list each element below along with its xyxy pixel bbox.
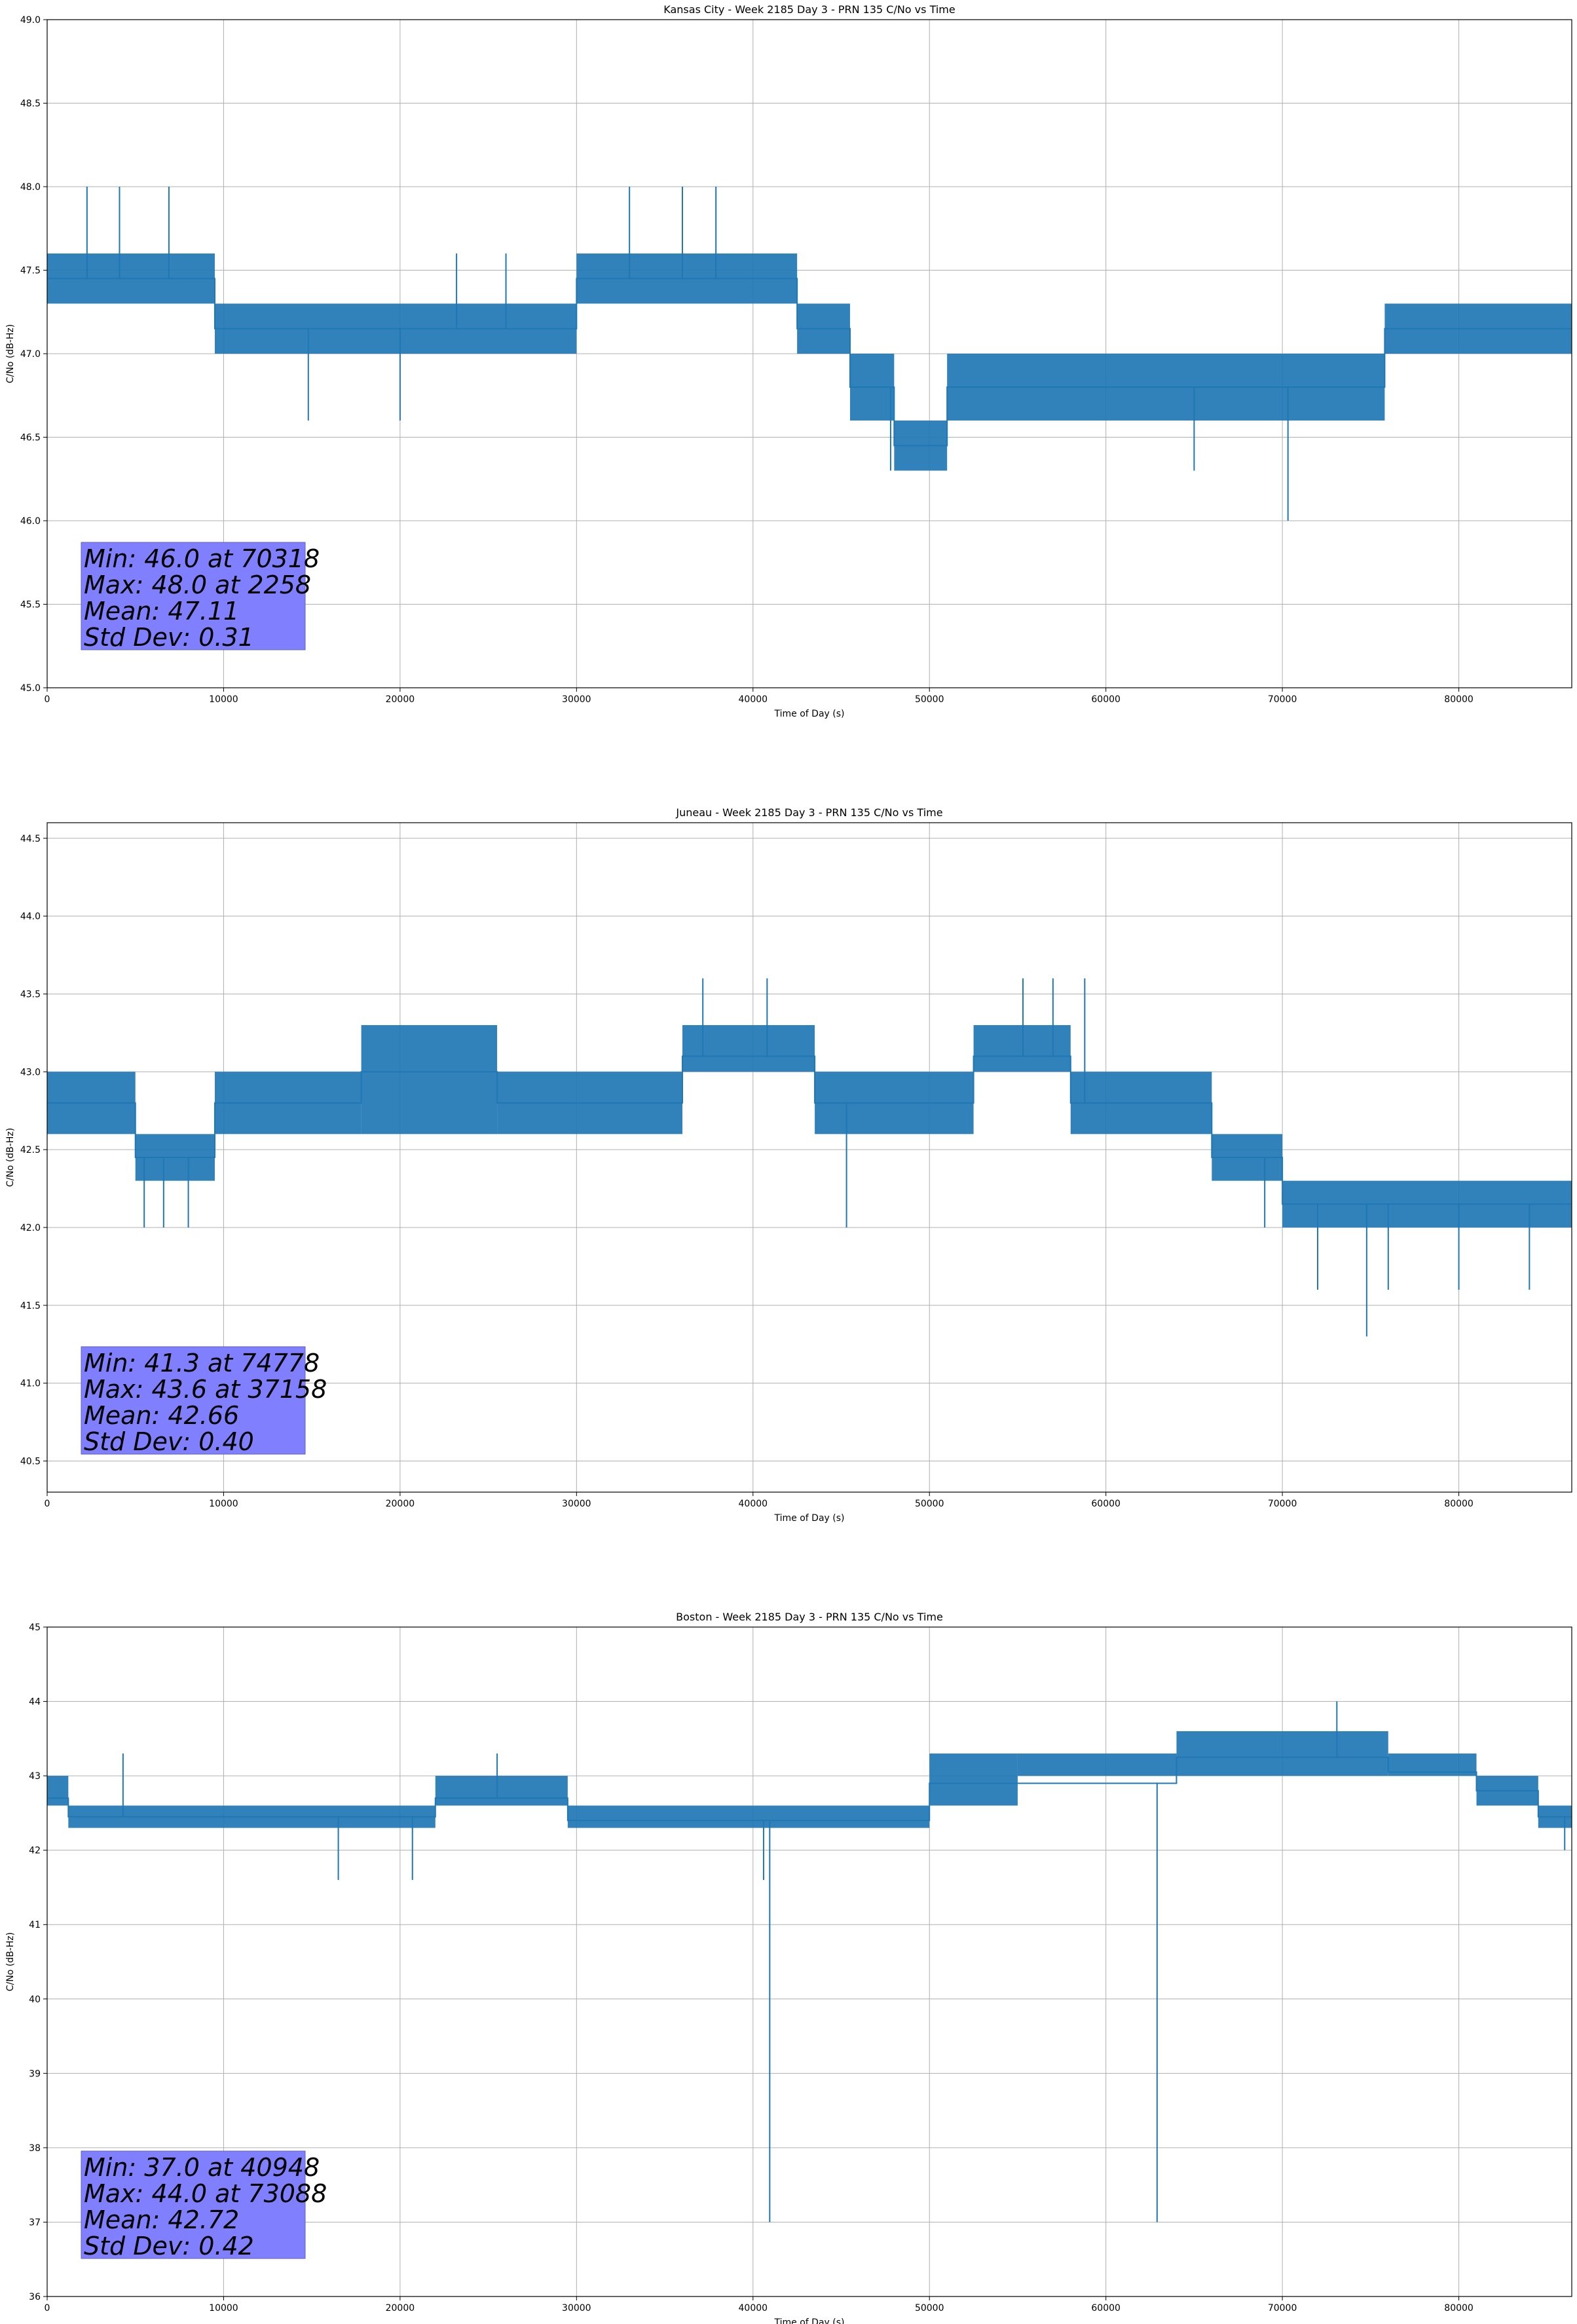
stats-line: Std Dev: 0.31 xyxy=(84,623,254,652)
y-tick-label: 45.0 xyxy=(20,683,41,694)
x-axis-label: Time of Day (s) xyxy=(774,2317,845,2324)
x-tick-label: 40000 xyxy=(739,2303,768,2314)
y-tick-label: 37 xyxy=(29,2217,41,2228)
chart-title: Kansas City - Week 2185 Day 3 - PRN 135 … xyxy=(663,3,955,16)
x-tick-label: 50000 xyxy=(915,2303,944,2314)
x-tick-label: 50000 xyxy=(915,694,944,705)
x-tick-label: 30000 xyxy=(562,694,591,705)
x-tick-label: 80000 xyxy=(1444,1499,1474,1509)
x-tick-label: 30000 xyxy=(562,2303,591,2314)
y-tick-label: 45 xyxy=(29,1622,41,1633)
x-tick-label: 80000 xyxy=(1444,2303,1474,2314)
y-tick-label: 48.5 xyxy=(20,99,41,109)
x-tick-label: 80000 xyxy=(1444,694,1474,705)
y-tick-label: 48.0 xyxy=(20,182,41,193)
plot-frame xyxy=(46,1626,1572,2297)
data-series-line xyxy=(47,278,1572,447)
y-tick-label: 44.0 xyxy=(20,912,41,922)
y-tick-label: 47.0 xyxy=(20,349,41,360)
data-band-segment xyxy=(973,1024,1071,1072)
y-tick-label: 41.5 xyxy=(20,1301,41,1311)
data-band-segment xyxy=(435,1776,568,1806)
stats-line: Mean: 42.66 xyxy=(84,1401,239,1430)
x-tick-label: 20000 xyxy=(386,2303,415,2314)
chart-title: Boston - Week 2185 Day 3 - PRN 135 C/No … xyxy=(676,1611,943,1623)
x-tick-label: 20000 xyxy=(386,694,415,705)
chart-title: Juneau - Week 2185 Day 3 - PRN 135 C/No … xyxy=(675,806,942,819)
chart-panel-1: 0 10000 20000 30000 40000 50000 60000 70000 8000… xyxy=(5,3,1572,719)
y-tick-label: 49.0 xyxy=(20,15,41,26)
chart-panel-2: 0 10000 20000 30000 40000 50000 60000 70000 8000… xyxy=(5,806,1572,1524)
x-tick-label: 60000 xyxy=(1091,694,1121,705)
data-band-segment xyxy=(47,1776,69,1806)
stats-line: Max: 43.6 at 37158 xyxy=(84,1375,327,1404)
stats-line: Std Dev: 0.40 xyxy=(84,1427,254,1456)
y-tick-label: 42 xyxy=(29,1846,41,1856)
x-tick-label: 0 xyxy=(45,2303,50,2314)
x-tick-label: 0 xyxy=(45,1499,50,1509)
y-tick-label: 47.5 xyxy=(20,266,41,276)
data-band-segment xyxy=(929,1753,1018,1806)
stats-line: Min: 37.0 at 40948 xyxy=(84,2153,320,2182)
data-band-segment xyxy=(1017,1753,1177,1776)
y-tick-label: 42.0 xyxy=(20,1223,41,1233)
y-tick-label: 46.5 xyxy=(20,433,41,443)
x-tick-label: 40000 xyxy=(739,694,768,705)
stats-line: Mean: 42.72 xyxy=(84,2205,239,2234)
y-tick-label: 43.0 xyxy=(20,1067,41,1078)
y-tick-label: 42.5 xyxy=(20,1145,41,1155)
y-tick-label: 36 xyxy=(29,2292,41,2302)
stats-line: Max: 44.0 at 73088 xyxy=(84,2179,327,2208)
x-tick-label: 60000 xyxy=(1091,1499,1121,1509)
y-tick-label: 44.5 xyxy=(20,834,41,844)
y-tick-label: 43 xyxy=(29,1771,41,1782)
stats-box xyxy=(81,2150,306,2259)
x-tick-label: 10000 xyxy=(209,694,238,705)
y-axis-label: C/No (dB-Hz) xyxy=(5,1128,16,1187)
x-tick-label: 70000 xyxy=(1268,694,1297,705)
stats-line: Std Dev: 0.42 xyxy=(84,2232,254,2260)
data-band-segment xyxy=(361,1024,498,1134)
x-tick-label: 40000 xyxy=(739,1499,768,1509)
x-tick-label: 60000 xyxy=(1091,2303,1121,2314)
y-tick-label: 43.5 xyxy=(20,989,41,1000)
x-axis-label: Time of Day (s) xyxy=(774,1513,845,1524)
data-series-line xyxy=(47,1055,1572,1205)
x-tick-label: 70000 xyxy=(1268,2303,1297,2314)
stats-line: Min: 46.0 at 70318 xyxy=(84,544,320,573)
data-band-segment xyxy=(1176,1731,1388,1776)
stats-box xyxy=(81,542,306,650)
y-tick-label: 44 xyxy=(29,1697,41,1708)
data-series-line xyxy=(47,1756,1572,1822)
y-tick-label: 45.5 xyxy=(20,600,41,610)
x-tick-label: 70000 xyxy=(1268,1499,1297,1509)
x-tick-label: 20000 xyxy=(386,1499,415,1509)
x-tick-label: 10000 xyxy=(209,2303,238,2314)
data-band-segment xyxy=(567,1805,930,1828)
y-tick-label: 40.5 xyxy=(20,1456,41,1467)
x-axis-label: Time of Day (s) xyxy=(774,709,845,719)
data-band-segment xyxy=(682,1024,815,1072)
y-tick-label: 41.0 xyxy=(20,1379,41,1389)
x-tick-label: 10000 xyxy=(209,1499,238,1509)
y-axis-label: C/No (dB-Hz) xyxy=(5,324,16,383)
stats-line: Min: 41.3 at 74778 xyxy=(84,1349,320,1378)
y-tick-label: 46.0 xyxy=(20,516,41,527)
y-tick-label: 38 xyxy=(29,2143,41,2154)
x-tick-label: 30000 xyxy=(562,1499,591,1509)
stats-line: Mean: 47.11 xyxy=(84,597,239,626)
y-tick-label: 39 xyxy=(29,2069,41,2079)
x-tick-label: 50000 xyxy=(915,1499,944,1509)
plot-frame xyxy=(46,822,1572,1493)
stats-box xyxy=(81,1346,306,1455)
x-tick-label: 0 xyxy=(45,694,50,705)
y-axis-label: C/No (dB-Hz) xyxy=(5,1932,16,1991)
stats-line: Max: 48.0 at 2258 xyxy=(84,571,311,599)
chart-panel-3: 0 10000 20000 30000 40000 50000 60000 70000 8000… xyxy=(5,1611,1572,2324)
y-tick-label: 41 xyxy=(29,1920,41,1930)
y-tick-label: 40 xyxy=(29,1995,41,2005)
